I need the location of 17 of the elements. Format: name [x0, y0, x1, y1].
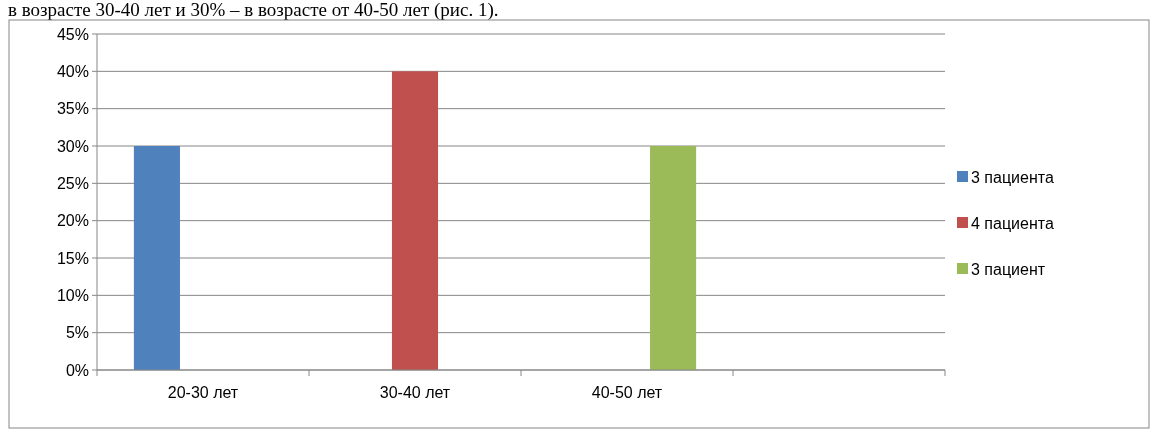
legend-label: 3 пациента	[971, 168, 1054, 186]
x-tick-label: 20-30 лет	[167, 384, 239, 401]
y-tick-label: 5%	[65, 324, 89, 342]
legend-label: 3 пациент	[971, 260, 1046, 278]
y-tick-label: 0%	[65, 361, 89, 379]
x-tick-label: 40-50 лет	[591, 384, 663, 401]
x-tick-label: 30-40 лет	[379, 384, 451, 401]
legend-label: 4 пациента	[971, 214, 1054, 232]
y-tick-label: 15%	[56, 249, 89, 267]
text: в возрасте 30-40 лет и 30% – в возрасте от 40-50 лет (рис. 1).	[8, 0, 499, 21]
y-tick-label: 30%	[56, 137, 89, 155]
y-tick-label: 40%	[56, 62, 89, 80]
y-tick-label: 35%	[56, 100, 89, 118]
y-tick-label: 20%	[56, 212, 89, 230]
y-tick-label: 45%	[56, 25, 89, 43]
y-tick-label: 10%	[56, 286, 89, 304]
y-tick-label: 25%	[56, 174, 89, 192]
